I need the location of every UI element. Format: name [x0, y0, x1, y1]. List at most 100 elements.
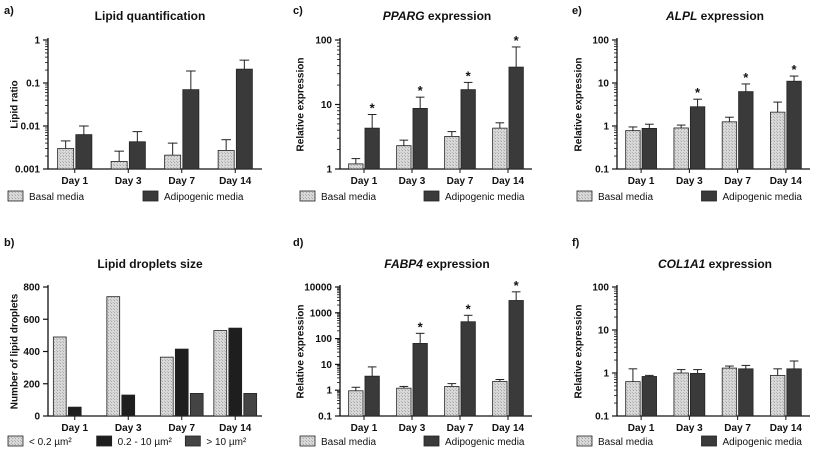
x-tick-label: Day 3 [399, 423, 426, 434]
panel-label: e) [572, 5, 582, 17]
bar-adipogenic-media [412, 343, 428, 417]
y-axis-label: Relative expression [574, 305, 585, 399]
bar-adipogenic-media [128, 141, 146, 170]
panel-label: f) [572, 237, 580, 249]
x-tick-label: Day 3 [115, 423, 142, 434]
legend-swatch [142, 190, 159, 202]
chart-title-gene: FABP4 [384, 257, 423, 271]
panel-label: b) [4, 237, 15, 249]
legend-swatch [7, 435, 24, 447]
legend-label: Adipogenic media [723, 437, 803, 448]
legend-label: 0.2 - 10 µm² [118, 437, 173, 448]
bar--10-m- [189, 393, 204, 417]
y-tick-label: 1 [34, 36, 40, 47]
x-tick-label: Day 1 [61, 176, 88, 187]
y-tick-label: 100 [592, 36, 609, 47]
y-axis-label: Relative expression [574, 58, 585, 152]
significance-star: * [466, 68, 472, 83]
x-tick-label: Day 7 [724, 176, 751, 187]
bar-basal-media [110, 161, 128, 170]
chart-title-rest: expression [705, 257, 772, 271]
bar-basal-media [492, 380, 508, 417]
bar-basal-media [348, 163, 364, 170]
y-tick-label: 10 [598, 326, 610, 337]
bar-adipogenic-media [235, 68, 253, 170]
bar-adipogenic-media [689, 106, 706, 170]
bar-basal-media [57, 148, 75, 170]
y-tick-label: 100 [315, 36, 332, 47]
significance-star: * [418, 83, 424, 98]
y-tick-label: 1 [603, 369, 609, 380]
chart-title: COL1A1 expression [658, 257, 772, 271]
legend-swatch [701, 190, 717, 202]
bar-adipogenic-media [75, 134, 93, 170]
y-tick-label: 10 [598, 79, 610, 90]
legend-swatch [423, 190, 440, 202]
bar-basal-media [625, 381, 641, 417]
legend-swatch [576, 190, 593, 202]
bar-adipogenic-media [738, 91, 754, 170]
bar-adipogenic-media [786, 368, 802, 417]
legend-swatch [576, 435, 593, 447]
bar--0-2-m- [106, 296, 121, 417]
bar-basal-media [625, 130, 641, 170]
legend-label: > 10 µm² [206, 437, 247, 448]
bar-0-2-10-m- [67, 406, 82, 417]
x-tick-label: Day 7 [447, 423, 474, 434]
legend-swatch [701, 435, 717, 447]
y-tick-label: 0.1 [595, 412, 609, 423]
y-tick-label: 1 [603, 122, 609, 133]
bar-basal-media [770, 374, 786, 417]
bar-basal-media [721, 367, 738, 417]
significance-star: * [370, 100, 376, 115]
bar-basal-media [721, 121, 738, 170]
bar-basal-media [217, 150, 235, 170]
x-tick-label: Day 7 [447, 176, 474, 187]
significance-star: * [792, 62, 798, 77]
y-tick-label: 400 [23, 347, 40, 358]
bar-adipogenic-media [364, 127, 380, 170]
bar--10-m- [243, 393, 258, 417]
chart-title-rest: expression [697, 9, 764, 23]
bar-0-2-10-m- [174, 348, 189, 417]
x-tick-label: Day 3 [399, 176, 426, 187]
y-tick-label: 10000 [304, 283, 332, 294]
chart-title: PPARG expression [383, 9, 492, 23]
significance-star: * [514, 33, 520, 48]
x-tick-label: Day 14 [492, 423, 525, 434]
bar-adipogenic-media [508, 66, 524, 170]
x-tick-label: Day 1 [61, 423, 88, 434]
panel-label: c) [293, 5, 303, 17]
x-tick-label: Day 1 [628, 176, 655, 187]
panel-label: d) [293, 237, 304, 249]
legend-label: Adipogenic media [164, 192, 244, 203]
bar-adipogenic-media [364, 375, 380, 417]
legend-swatch [299, 190, 316, 202]
legend-swatch [7, 190, 24, 202]
x-tick-label: Day 14 [770, 423, 803, 434]
chart-panel-4: d) FABP4 expression Relative expression 0.1… [293, 237, 532, 448]
chart-panel-1: a) Lipid quantification Lipid ratio 0.001 0.… [4, 5, 262, 203]
bar-basal-media [770, 111, 786, 170]
y-axis-label: Lipid ratio [10, 80, 21, 128]
legend-swatch [184, 435, 201, 447]
chart-title: FABP4 expression [384, 257, 489, 271]
legend-swatch [299, 435, 316, 447]
legend-label: Basal media [598, 192, 653, 203]
bar-adipogenic-media [508, 300, 524, 417]
significance-star: * [514, 278, 520, 293]
x-tick-label: Day 1 [351, 176, 378, 187]
bar-adipogenic-media [738, 368, 754, 417]
y-tick-label: 600 [23, 315, 40, 326]
bar-basal-media [492, 127, 508, 170]
x-tick-label: Day 7 [724, 423, 751, 434]
legend-label: Adipogenic media [723, 192, 803, 203]
legend-label: Basal media [598, 437, 653, 448]
bar-basal-media [673, 127, 689, 170]
legend-label: Adipogenic media [445, 192, 525, 203]
bar-basal-media [444, 136, 460, 170]
bar-0-2-10-m- [121, 394, 136, 417]
bar-adipogenic-media [786, 80, 802, 170]
x-tick-label: Day 1 [351, 423, 378, 434]
